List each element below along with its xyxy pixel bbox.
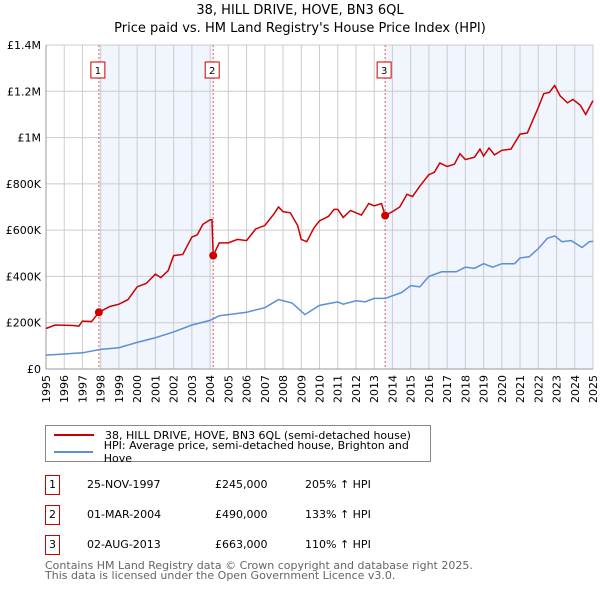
property-price-line <box>45 84 594 330</box>
chart-title: 38, HILL DRIVE, HOVE, BN3 6QL Price paid… <box>0 2 600 38</box>
x-tick-label: 2010 <box>314 375 327 403</box>
legend-item-hpi: HPI: Average price, semi-detached house,… <box>54 439 430 465</box>
x-tick-label: 2009 <box>295 375 308 403</box>
sale-date: 01-MAR-2004 <box>87 508 162 521</box>
sale-label-box <box>204 61 220 79</box>
sale-point <box>381 211 390 220</box>
title: 38, HILL DRIVE, HOVE, BN3 6QL <box>196 3 404 18</box>
x-tick-label: 2012 <box>350 375 363 403</box>
x-tick-label: 2001 <box>149 375 162 403</box>
x-tick-label: 2025 <box>587 375 600 403</box>
y-tick-label: £1M <box>18 132 42 145</box>
sale-marker-box: 3 <box>45 535 60 555</box>
sale-marker-box: 2 <box>45 505 60 525</box>
sale-row: 1 25-NOV-1997 £245,000 205% ↑ HPI <box>45 475 475 495</box>
sale-hpi-change: 133% ↑ HPI <box>305 508 371 521</box>
sale-label-box <box>90 61 106 79</box>
x-tick-label: 1998 <box>95 375 108 403</box>
x-tick-label: 2000 <box>131 375 144 403</box>
legend-swatch-red <box>54 434 94 436</box>
sale-price: £490,000 <box>215 508 268 521</box>
sale-marker-box: 1 <box>45 475 60 495</box>
x-tick-label: 2015 <box>405 375 418 403</box>
x-tick-label: 2013 <box>368 375 381 403</box>
hpi-line <box>45 235 594 356</box>
shaded-period-1 <box>98 45 214 369</box>
x-tick-label: 1999 <box>113 375 126 403</box>
sale-row: 3 02-AUG-2013 £663,000 110% ↑ HPI <box>45 535 475 555</box>
sale-label: 2 <box>209 66 215 77</box>
x-tick-label: 2005 <box>222 375 235 403</box>
x-tick-label: 2020 <box>496 375 509 403</box>
x-tick-label: 2003 <box>186 375 199 403</box>
y-tick-label: £200K <box>6 317 42 330</box>
x-tick-label: 2007 <box>259 375 272 403</box>
sale-point <box>209 251 218 260</box>
x-tick-label: 1997 <box>76 375 89 403</box>
x-tick-label: 2019 <box>478 375 491 403</box>
sale-point <box>94 308 103 317</box>
x-tick-label: 2004 <box>204 375 217 403</box>
subtitle: Price paid vs. HM Land Registry's House … <box>114 21 486 36</box>
footer-line-1: Contains HM Land Registry data © Crown c… <box>45 559 473 572</box>
y-tick-label: £0 <box>27 363 41 376</box>
sale-label: 1 <box>95 66 101 77</box>
x-tick-label: 2022 <box>532 375 545 403</box>
sale-hpi-change: 110% ↑ HPI <box>305 538 371 551</box>
y-tick-label: £1.4M <box>7 39 41 52</box>
footer-line-2: This data is licensed under the Open Gov… <box>45 569 396 582</box>
sale-row: 2 01-MAR-2004 £490,000 133% ↑ HPI <box>45 505 475 525</box>
x-tick-label: 1996 <box>58 375 71 403</box>
legend-label: HPI: Average price, semi-detached house,… <box>103 439 409 465</box>
x-tick-label: 2016 <box>423 375 436 403</box>
sale-label-box <box>376 61 392 79</box>
sale-price: £663,000 <box>215 538 268 551</box>
legend-label: 38, HILL DRIVE, HOVE, BN3 6QL (semi-deta… <box>105 428 411 442</box>
x-tick-label: 2023 <box>551 375 564 403</box>
footer: Contains HM Land Registry data © Crown c… <box>45 559 473 582</box>
y-tick-label: £600K <box>6 224 42 237</box>
y-tick-label: £800K <box>6 178 42 191</box>
legend: 38, HILL DRIVE, HOVE, BN3 6QL (semi-deta… <box>45 425 431 465</box>
x-tick-label: 2014 <box>386 375 399 403</box>
x-tick-label: 2018 <box>459 375 472 403</box>
sale-label: 3 <box>381 66 387 77</box>
shaded-period-2 <box>385 45 593 369</box>
x-tick-label: 2008 <box>277 375 290 403</box>
y-tick-label: £1.2M <box>7 85 41 98</box>
legend-swatch-blue <box>54 451 93 453</box>
sale-hpi-change: 205% ↑ HPI <box>305 478 371 491</box>
x-tick-label: 2017 <box>441 375 454 403</box>
legend-item-property: 38, HILL DRIVE, HOVE, BN3 6QL (semi-deta… <box>54 427 411 443</box>
x-tick-label: 2024 <box>569 375 582 403</box>
sale-date: 25-NOV-1997 <box>87 478 161 491</box>
x-tick-label: 2002 <box>168 375 181 403</box>
price-chart: 1995 1996 1997 1998 1999 2000 2001 2002 2003 2004… <box>6 39 600 403</box>
sale-price: £245,000 <box>215 478 268 491</box>
x-tick-label: 2006 <box>241 375 254 403</box>
x-tick-label: 2021 <box>514 375 527 403</box>
x-tick-label: 2011 <box>332 375 345 403</box>
x-tick-label: 1995 <box>40 375 53 403</box>
y-tick-label: £400K <box>6 270 42 283</box>
sale-date: 02-AUG-2013 <box>87 538 161 551</box>
